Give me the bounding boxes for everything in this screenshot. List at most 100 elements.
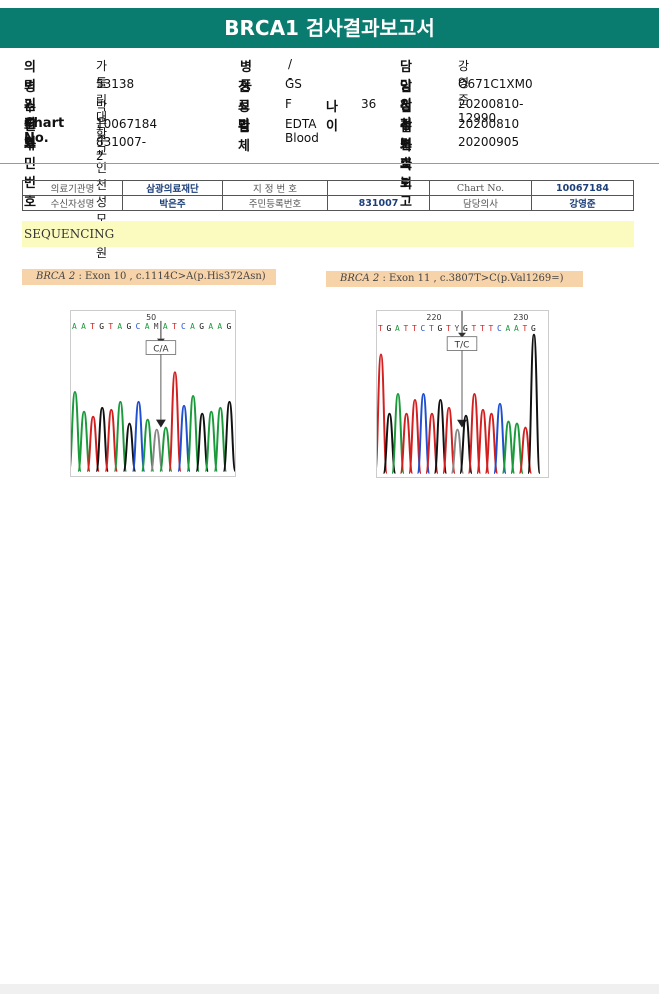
sub-chart-label: Chart No. bbox=[429, 180, 532, 196]
trace-peak bbox=[131, 400, 146, 473]
trace-peak bbox=[140, 418, 155, 473]
call-box bbox=[446, 336, 478, 351]
sub-pname-value: 박은주 bbox=[122, 195, 223, 211]
dept-label: 진료과 bbox=[238, 80, 250, 133]
trace-peak bbox=[527, 333, 541, 475]
sub-doctor-value: 강영준 bbox=[531, 195, 634, 211]
trace-peak bbox=[442, 406, 456, 475]
trace-peak bbox=[86, 415, 101, 473]
base-letter: C bbox=[181, 322, 186, 331]
base-letter: G bbox=[438, 324, 443, 333]
variant-label-2: BRCA 2 : Exon 11 , c.3807T>C(p.Val1269=) bbox=[326, 271, 583, 287]
sub-chart-value: 10067184 bbox=[531, 180, 634, 196]
trace-peak bbox=[104, 408, 119, 473]
receipt-label: 접수번호 bbox=[400, 100, 412, 172]
base-letter: G bbox=[127, 322, 132, 331]
request-value: 20200810 bbox=[458, 117, 520, 131]
trace-peak bbox=[213, 406, 228, 473]
ward-label: 병동 bbox=[240, 60, 252, 94]
sub-inst-label: 의료기관명 bbox=[22, 180, 123, 196]
base-letter: A bbox=[217, 322, 222, 331]
report-value: 20200905 bbox=[458, 135, 520, 149]
trace-peak bbox=[77, 410, 91, 473]
receipt-value: 20200810-12990 bbox=[458, 97, 524, 125]
base-letter: T bbox=[108, 322, 113, 331]
position-label-right: 230 bbox=[513, 313, 528, 322]
chart-label: Chart No. bbox=[24, 116, 65, 146]
age-label: 나이 bbox=[326, 100, 338, 134]
base-letter: T bbox=[429, 324, 434, 333]
base-letter: A bbox=[72, 322, 77, 331]
specimen-label: 검체 bbox=[238, 120, 250, 154]
trace-peak bbox=[186, 394, 201, 473]
rrn-value: 831007-2 bbox=[96, 135, 147, 163]
trace-peaks bbox=[377, 333, 541, 475]
variant-desc: : Exon 11 , c.3807T>C(p.Val1269=) bbox=[382, 273, 564, 284]
sex-value: F bbox=[285, 97, 292, 111]
base-letter: T bbox=[471, 324, 476, 333]
base-letter: A bbox=[163, 322, 168, 331]
base-letter: A bbox=[514, 324, 519, 333]
trace-peak bbox=[377, 353, 388, 475]
sequencing-heading: SEQUENCING bbox=[22, 221, 634, 247]
gene-name: BRCA 2 bbox=[36, 271, 76, 282]
call-box bbox=[145, 340, 177, 355]
sub-code-value bbox=[327, 180, 430, 196]
base-letter: C bbox=[497, 324, 502, 333]
base-letter: C bbox=[421, 324, 426, 333]
age-value: 36 bbox=[361, 97, 377, 111]
base-letter: A bbox=[505, 324, 510, 333]
trace-peak bbox=[168, 371, 182, 473]
base-letter: T bbox=[522, 324, 527, 333]
base-letter: A bbox=[117, 322, 122, 331]
trace-peak bbox=[177, 404, 191, 473]
dept-value: GS bbox=[285, 77, 302, 91]
base-letter: T bbox=[412, 324, 417, 333]
doctor-value: 강영준 bbox=[458, 59, 470, 107]
institution-label: 의뢰기관명 bbox=[24, 60, 36, 151]
base-letter: C bbox=[136, 322, 141, 331]
lab-info-table: 의료기관명 삼광의료재단 지 정 번 호 Chart No. 10067184 … bbox=[22, 180, 634, 211]
base-letter: G bbox=[199, 322, 204, 331]
base-letter: T bbox=[378, 324, 383, 333]
base-letter: T bbox=[488, 324, 493, 333]
hospital-code-value: 53138 bbox=[96, 77, 135, 91]
ward-value: / - bbox=[288, 57, 293, 85]
name-label: 수진자 bbox=[24, 100, 36, 153]
sub-doctor-label: 담당의사 bbox=[429, 195, 532, 211]
trace-peak bbox=[95, 406, 110, 473]
variant-label-1: BRCA 2 : Exon 10 , c.1114C>A(p.His372Asn… bbox=[22, 269, 276, 285]
base-letter: Y bbox=[454, 324, 459, 333]
hospital-code-label: 병원코드 bbox=[24, 80, 36, 152]
header-divider bbox=[0, 163, 659, 164]
base-letter: T bbox=[480, 324, 485, 333]
variant-desc: : Exon 10 , c.1114C>A(p.His372Asn) bbox=[78, 271, 266, 282]
base-letter: G bbox=[99, 322, 104, 331]
base-letter: T bbox=[172, 322, 177, 331]
variant-marker bbox=[155, 419, 166, 428]
trace-peak bbox=[204, 410, 219, 473]
base-letter: A bbox=[208, 322, 213, 331]
doctor-label: 담당의사 bbox=[400, 60, 412, 132]
base-letter: G bbox=[531, 324, 536, 333]
trace-peak bbox=[149, 428, 164, 473]
base-letter: M bbox=[154, 322, 159, 331]
report-title: BRCA1 검사결과보고서 bbox=[0, 8, 659, 48]
position-label: 50 bbox=[146, 313, 156, 322]
call-label: T/C bbox=[454, 341, 470, 351]
specimen-value: EDTA Blood bbox=[285, 117, 319, 145]
base-letter: G bbox=[387, 324, 392, 333]
trace-peak bbox=[195, 412, 210, 473]
variant-marker bbox=[457, 419, 467, 428]
base-letter: A bbox=[145, 322, 150, 331]
base-letter: T bbox=[90, 322, 95, 331]
base-letter: A bbox=[81, 322, 86, 331]
pointer-arrow bbox=[458, 332, 466, 338]
sex-label: 성별 bbox=[238, 100, 250, 134]
base-letter: T bbox=[446, 324, 451, 333]
base-letter: G bbox=[227, 322, 232, 331]
